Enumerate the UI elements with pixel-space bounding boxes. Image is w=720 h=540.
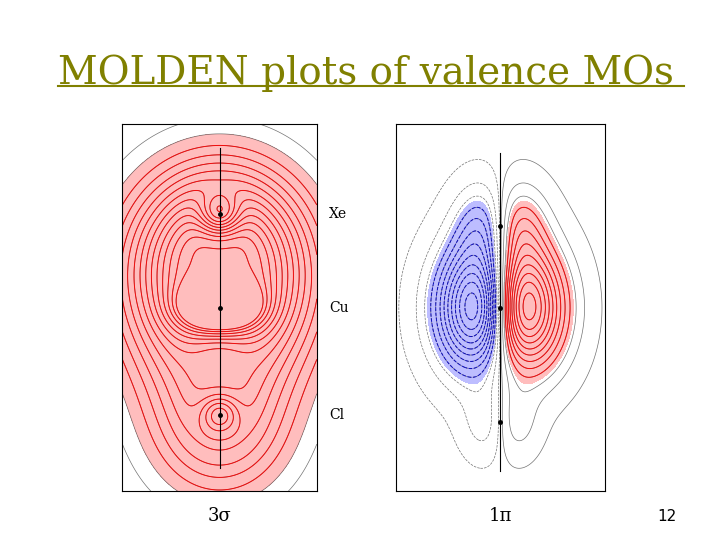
Text: 3σ: 3σ [208, 507, 231, 525]
Text: 12: 12 [657, 509, 677, 524]
Text: Cl: Cl [329, 408, 344, 422]
Text: Xe: Xe [329, 207, 347, 221]
Text: MOLDEN plots of valence MOs: MOLDEN plots of valence MOs [58, 54, 673, 91]
Text: Cu: Cu [329, 301, 348, 315]
Text: 1π: 1π [489, 507, 512, 525]
